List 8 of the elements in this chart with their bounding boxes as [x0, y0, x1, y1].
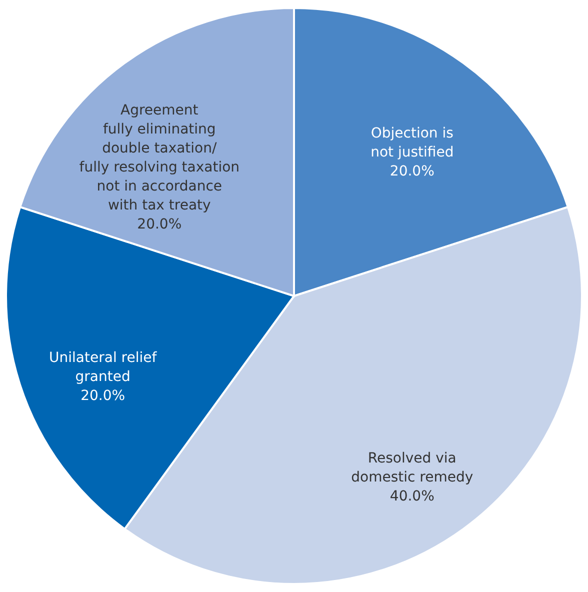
slice-label: Objection is not justified [370, 125, 454, 160]
slice-label: Agreement fully eliminating double taxation/ fully resolving taxation not in accordance with tax treaty [79, 102, 240, 214]
data-label: 40.0% [390, 488, 434, 505]
slice-label: Resolved via domestic remedy [351, 450, 474, 486]
data-label: 20.0% [390, 163, 434, 180]
data-label: 20.0% [137, 216, 182, 233]
data-label: 20.0% [80, 388, 126, 404]
slice-label: Unilateral relief granted [49, 350, 158, 386]
